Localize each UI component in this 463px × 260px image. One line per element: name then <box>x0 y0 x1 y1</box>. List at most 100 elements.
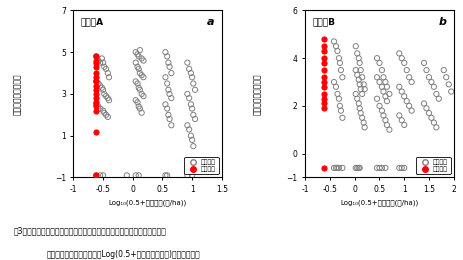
Point <box>335 97 343 101</box>
Point <box>105 98 113 102</box>
Point <box>335 166 343 170</box>
Point <box>162 50 169 54</box>
Point <box>94 81 102 86</box>
Point <box>352 92 359 96</box>
Point <box>186 127 193 132</box>
Text: 放牧地A: 放牧地A <box>81 17 104 26</box>
Point <box>190 113 197 117</box>
Point <box>136 48 144 52</box>
Point <box>134 52 141 56</box>
Point <box>354 51 361 55</box>
Point <box>398 89 406 94</box>
Point <box>378 166 386 170</box>
Point <box>355 77 363 82</box>
Point <box>378 68 386 72</box>
Point <box>188 138 196 142</box>
Point <box>166 65 173 69</box>
Point <box>92 88 100 92</box>
Point <box>400 94 408 99</box>
Point <box>134 81 141 86</box>
X-axis label: Log₁₀(0.5+放牞密度(頭/ha)): Log₁₀(0.5+放牞密度(頭/ha)) <box>108 200 187 206</box>
Point <box>100 92 108 96</box>
Point <box>184 61 191 65</box>
Point <box>94 105 102 109</box>
Point <box>188 75 196 79</box>
Point <box>134 100 141 104</box>
Point <box>386 128 393 132</box>
Point <box>378 85 386 89</box>
Point <box>376 166 383 170</box>
Point <box>191 117 199 121</box>
Point <box>400 123 408 127</box>
Point <box>166 117 173 121</box>
Point <box>92 79 100 83</box>
Point <box>403 68 410 72</box>
Point <box>163 107 171 111</box>
Point <box>132 173 139 177</box>
Point <box>135 54 143 58</box>
Point <box>380 89 387 94</box>
Point <box>430 85 438 89</box>
Point <box>320 166 328 170</box>
Point <box>420 101 428 106</box>
Point <box>320 49 328 53</box>
Point <box>92 83 100 88</box>
Point <box>163 173 171 177</box>
Point <box>138 92 145 96</box>
Point <box>184 92 191 96</box>
Point <box>94 58 102 63</box>
Text: シカ出没頻度の対数: シカ出没頻度の対数 <box>253 73 263 115</box>
Point <box>376 80 383 84</box>
Point <box>403 99 410 103</box>
Point <box>357 87 364 91</box>
Point <box>334 92 341 96</box>
Point <box>92 58 100 63</box>
Point <box>134 65 141 69</box>
Point <box>320 37 328 41</box>
Point <box>358 116 366 120</box>
Point <box>191 88 199 92</box>
Point <box>382 94 389 99</box>
Point <box>432 92 440 96</box>
Point <box>168 71 175 75</box>
Point <box>408 80 415 84</box>
Point <box>430 120 438 125</box>
Point <box>92 75 100 79</box>
Point <box>92 65 100 69</box>
Point <box>356 106 363 110</box>
Point <box>406 104 413 108</box>
Point <box>92 129 100 134</box>
Legend: 放牞有り, 放牞なし: 放牞有り, 放牞なし <box>184 157 219 174</box>
Point <box>92 71 100 75</box>
Point <box>162 75 169 79</box>
Point <box>440 68 448 72</box>
Point <box>448 89 455 94</box>
Point <box>132 61 139 65</box>
Point <box>383 99 391 103</box>
Point <box>330 39 338 43</box>
Point <box>376 104 383 108</box>
Point <box>138 73 145 77</box>
Point <box>420 61 428 65</box>
Point <box>395 113 403 118</box>
Point <box>132 79 139 83</box>
Point <box>420 166 428 170</box>
Point <box>92 96 100 100</box>
Point <box>320 97 328 101</box>
Point <box>408 109 415 113</box>
Point <box>356 82 363 87</box>
Point <box>443 75 450 79</box>
Point <box>184 123 191 127</box>
Point <box>320 80 328 84</box>
Point <box>92 54 100 58</box>
Point <box>135 105 143 109</box>
Point <box>320 56 328 60</box>
Point <box>163 54 171 58</box>
Point <box>135 86 143 90</box>
Point <box>100 173 107 177</box>
Point <box>383 123 391 127</box>
Point <box>423 106 430 110</box>
Point <box>428 116 435 120</box>
Point <box>361 87 369 91</box>
Point <box>104 96 112 100</box>
